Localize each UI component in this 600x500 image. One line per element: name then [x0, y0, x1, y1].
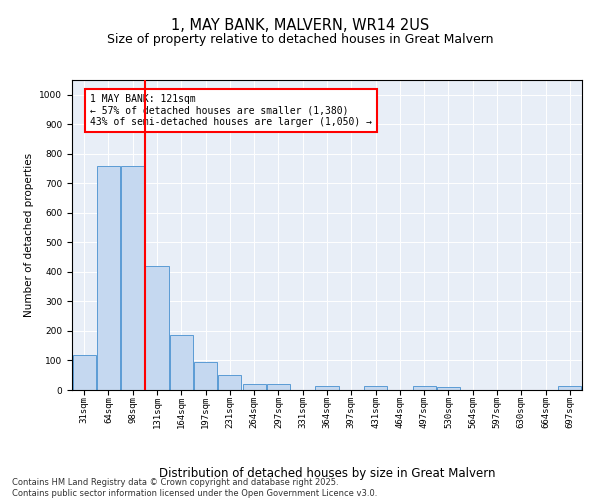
Bar [316, 386, 338, 390]
Bar [267, 384, 290, 390]
Bar [559, 386, 581, 390]
X-axis label: Distribution of detached houses by size in Great Malvern: Distribution of detached houses by size … [159, 468, 495, 480]
Bar [242, 384, 266, 390]
Bar [413, 386, 436, 390]
Bar [121, 166, 144, 390]
Bar [145, 266, 169, 390]
Text: 1 MAY BANK: 121sqm
← 57% of detached houses are smaller (1,380)
43% of semi-deta: 1 MAY BANK: 121sqm ← 57% of detached hou… [90, 94, 372, 127]
Bar [73, 354, 95, 390]
Bar [170, 336, 193, 390]
Bar [364, 386, 387, 390]
Text: Contains HM Land Registry data © Crown copyright and database right 2025.
Contai: Contains HM Land Registry data © Crown c… [12, 478, 377, 498]
Y-axis label: Number of detached properties: Number of detached properties [24, 153, 34, 317]
Text: Size of property relative to detached houses in Great Malvern: Size of property relative to detached ho… [107, 32, 493, 46]
Bar [218, 375, 241, 390]
Bar [97, 166, 120, 390]
Bar [437, 387, 460, 390]
Text: 1, MAY BANK, MALVERN, WR14 2US: 1, MAY BANK, MALVERN, WR14 2US [171, 18, 429, 32]
Bar [194, 362, 217, 390]
